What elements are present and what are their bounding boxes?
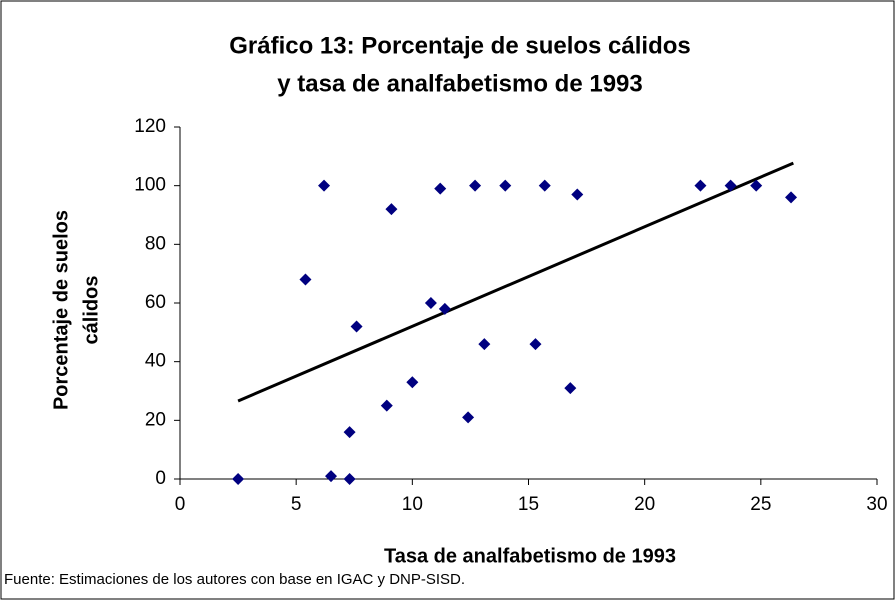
point bbox=[380, 399, 393, 412]
point bbox=[350, 320, 363, 333]
point bbox=[724, 179, 737, 192]
y-axis-title: cálidos bbox=[80, 276, 102, 345]
point bbox=[424, 297, 437, 309]
point bbox=[343, 473, 356, 485]
point bbox=[299, 273, 312, 286]
point bbox=[462, 411, 475, 424]
point bbox=[438, 302, 451, 315]
point bbox=[750, 179, 763, 192]
x-tick-label: 0 bbox=[175, 494, 186, 515]
point bbox=[232, 473, 245, 485]
x-tick-label: 30 bbox=[866, 494, 887, 515]
x-tick-label: 10 bbox=[402, 494, 423, 515]
point bbox=[538, 179, 551, 192]
trendline bbox=[237, 161, 794, 403]
y-tick-label: 0 bbox=[155, 468, 166, 489]
point bbox=[564, 382, 577, 395]
chart-title: y tasa de analfabetismo de 1993 bbox=[277, 70, 643, 97]
x-tick-label: 25 bbox=[750, 494, 771, 515]
y-tick-label: 40 bbox=[145, 351, 166, 372]
y-tick-label: 80 bbox=[145, 233, 166, 254]
x-axis-title: Tasa de analfabetismo de 1993 bbox=[384, 545, 676, 567]
point bbox=[499, 179, 512, 192]
point bbox=[785, 191, 798, 204]
x-tick-label: 5 bbox=[291, 494, 302, 515]
point bbox=[694, 179, 707, 192]
y-tick-label: 120 bbox=[134, 116, 166, 137]
point bbox=[571, 188, 584, 201]
point bbox=[343, 426, 356, 439]
point bbox=[406, 376, 419, 389]
point bbox=[434, 182, 447, 195]
y-axis-title: Porcentaje de suelos bbox=[50, 210, 72, 410]
point bbox=[469, 179, 482, 192]
y-tick-label: 20 bbox=[145, 409, 166, 430]
point bbox=[529, 338, 542, 351]
chart-title: Gráfico 13: Porcentaje de suelos cálidos bbox=[229, 32, 691, 59]
source-note: Fuente: Estimaciones de los autores con … bbox=[4, 571, 465, 588]
point bbox=[385, 203, 398, 216]
x-tick-label: 15 bbox=[518, 494, 539, 515]
point bbox=[318, 179, 331, 192]
x-tick-label: 20 bbox=[634, 494, 655, 515]
y-tick-label: 100 bbox=[134, 175, 166, 196]
point bbox=[478, 338, 491, 351]
point bbox=[325, 470, 338, 483]
y-tick-label: 60 bbox=[145, 292, 166, 313]
